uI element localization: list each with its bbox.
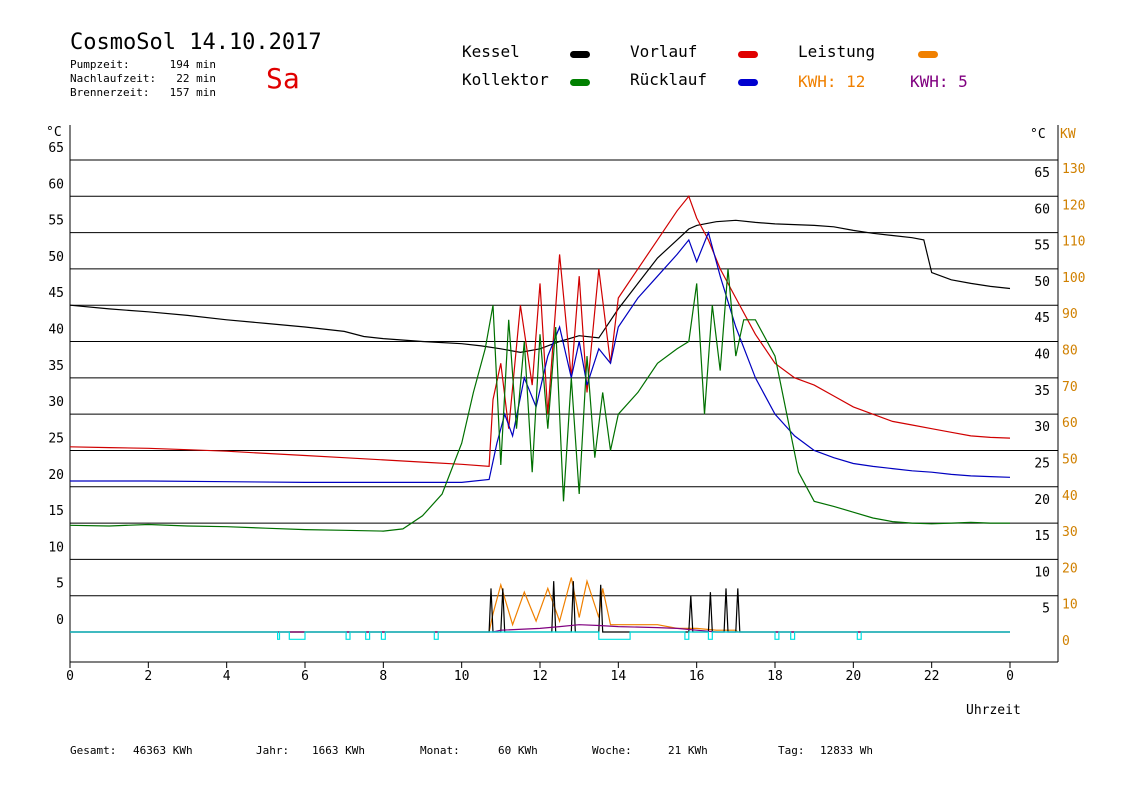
stat-value: 22 min: [176, 72, 216, 85]
summary-value: 60 KWh: [498, 744, 538, 757]
summary-label: Woche:: [592, 744, 632, 757]
y-tick-label: 35: [48, 359, 64, 374]
y-tick-label: 10: [48, 540, 64, 555]
legend-swatch: [738, 79, 758, 86]
y-tick-label: 15: [48, 504, 64, 519]
y2-tick-label: 70: [1062, 380, 1078, 395]
summary-label: Monat:: [420, 744, 460, 757]
y2-tick-label: 10: [1062, 598, 1078, 613]
stat-label: Nachlaufzeit:: [70, 72, 157, 85]
summary-value: 46363 KWh: [133, 744, 193, 757]
x-tick-label: 18: [767, 669, 783, 684]
weekday-label: Sa: [266, 62, 300, 95]
y2-axis-label: KW: [1060, 127, 1076, 142]
summary-value: 21 KWh: [668, 744, 708, 757]
y-right-axis-label: °C: [1030, 127, 1046, 142]
y-tick-label: 40: [48, 323, 64, 338]
x-tick-label: 8: [379, 669, 387, 684]
legend-label: Kessel: [462, 42, 520, 61]
y-right-tick-label: 15: [1034, 529, 1050, 544]
x-tick-label: 10: [454, 669, 470, 684]
legend-label: Leistung: [798, 42, 876, 61]
series-line-kessel: [70, 581, 1010, 633]
legend-swatch: [570, 51, 590, 58]
legend-label: Vorlauf: [630, 42, 698, 61]
y-right-tick-label: 40: [1034, 348, 1050, 363]
series-line-purple: [70, 624, 1010, 633]
y-right-tick-label: 20: [1034, 493, 1050, 508]
y2-tick-label: 130: [1062, 162, 1085, 177]
series-line-ruecklauf: [70, 230, 1011, 483]
x-tick-label: 14: [611, 669, 627, 684]
y-tick-label: 55: [48, 214, 64, 229]
y-right-tick-label: 35: [1034, 384, 1050, 399]
legend-swatch: [570, 79, 590, 86]
summary-value: 12833 Wh: [820, 744, 873, 757]
x-axis-label: Uhrzeit: [966, 703, 1021, 718]
stat-label: Brennerzeit:: [70, 86, 150, 99]
legend-swatch: [738, 51, 758, 58]
y-tick-label: 0: [56, 613, 64, 628]
y-right-tick-label: 55: [1034, 239, 1050, 254]
y-right-tick-label: 5: [1042, 602, 1050, 617]
y-right-tick-label: 65: [1034, 166, 1050, 181]
legend-swatch: [918, 51, 938, 58]
summary-label: Jahr:: [256, 744, 290, 757]
series-line-cyan: [70, 631, 1010, 640]
y2-tick-label: 120: [1062, 198, 1085, 213]
y-tick-label: 20: [48, 468, 64, 483]
series-line-kessel: [69, 219, 1011, 354]
series-line-kollektor: [69, 268, 1010, 532]
x-tick-label: 2: [144, 669, 152, 684]
y-right-tick-label: 10: [1034, 565, 1050, 580]
y2-tick-label: 100: [1062, 271, 1085, 286]
y2-tick-label: 60: [1062, 416, 1078, 431]
y-tick-label: 60: [48, 177, 64, 192]
x-tick-label: 6: [301, 669, 309, 684]
y-right-tick-label: 50: [1034, 275, 1050, 290]
y-right-tick-label: 60: [1034, 202, 1050, 217]
series-line-leistung: [70, 577, 1010, 633]
summary-label: Tag:: [778, 744, 805, 757]
y2-tick-label: 40: [1062, 489, 1078, 504]
y2-tick-label: 20: [1062, 561, 1078, 576]
y-tick-label: 25: [48, 431, 64, 446]
y2-tick-label: 30: [1062, 525, 1078, 540]
y-tick-label: 45: [48, 286, 64, 301]
y-tick-label: 50: [48, 250, 64, 265]
x-tick-label: 0: [1006, 669, 1014, 684]
page-title: CosmoSol 14.10.2017: [70, 30, 322, 55]
summary-value: 1663 KWh: [312, 744, 365, 757]
x-tick-label: 12: [532, 669, 548, 684]
x-tick-label: 0: [66, 669, 74, 684]
y-axis-label: °C: [46, 125, 62, 140]
series-line-vorlauf: [69, 195, 1011, 468]
y-tick-label: 65: [48, 141, 64, 156]
kwh-purple: KWH: 5: [910, 72, 968, 91]
y2-tick-label: 50: [1062, 452, 1078, 467]
x-tick-label: 20: [846, 669, 862, 684]
x-tick-label: 22: [924, 669, 940, 684]
x-tick-label: 4: [223, 669, 231, 684]
y2-tick-label: 110: [1062, 235, 1085, 250]
y-right-tick-label: 45: [1034, 311, 1050, 326]
kwh-orange: KWH: 12: [798, 72, 866, 91]
y2-tick-label: 80: [1062, 344, 1078, 359]
stat-label: Pumpzeit:: [70, 58, 130, 71]
y2-tick-label: 0: [1062, 634, 1070, 649]
y2-tick-label: 90: [1062, 307, 1078, 322]
y-tick-label: 5: [56, 577, 64, 592]
y-right-tick-label: 30: [1034, 420, 1050, 435]
y-tick-label: 30: [48, 395, 64, 410]
legend-label: Kollektor: [462, 70, 549, 89]
stat-value: 157 min: [169, 86, 216, 99]
stat-value: 194 min: [169, 58, 216, 71]
summary-label: Gesamt:: [70, 744, 117, 757]
y-right-tick-label: 25: [1034, 456, 1050, 471]
legend-label: Rücklauf: [630, 70, 708, 89]
x-tick-label: 16: [689, 669, 705, 684]
